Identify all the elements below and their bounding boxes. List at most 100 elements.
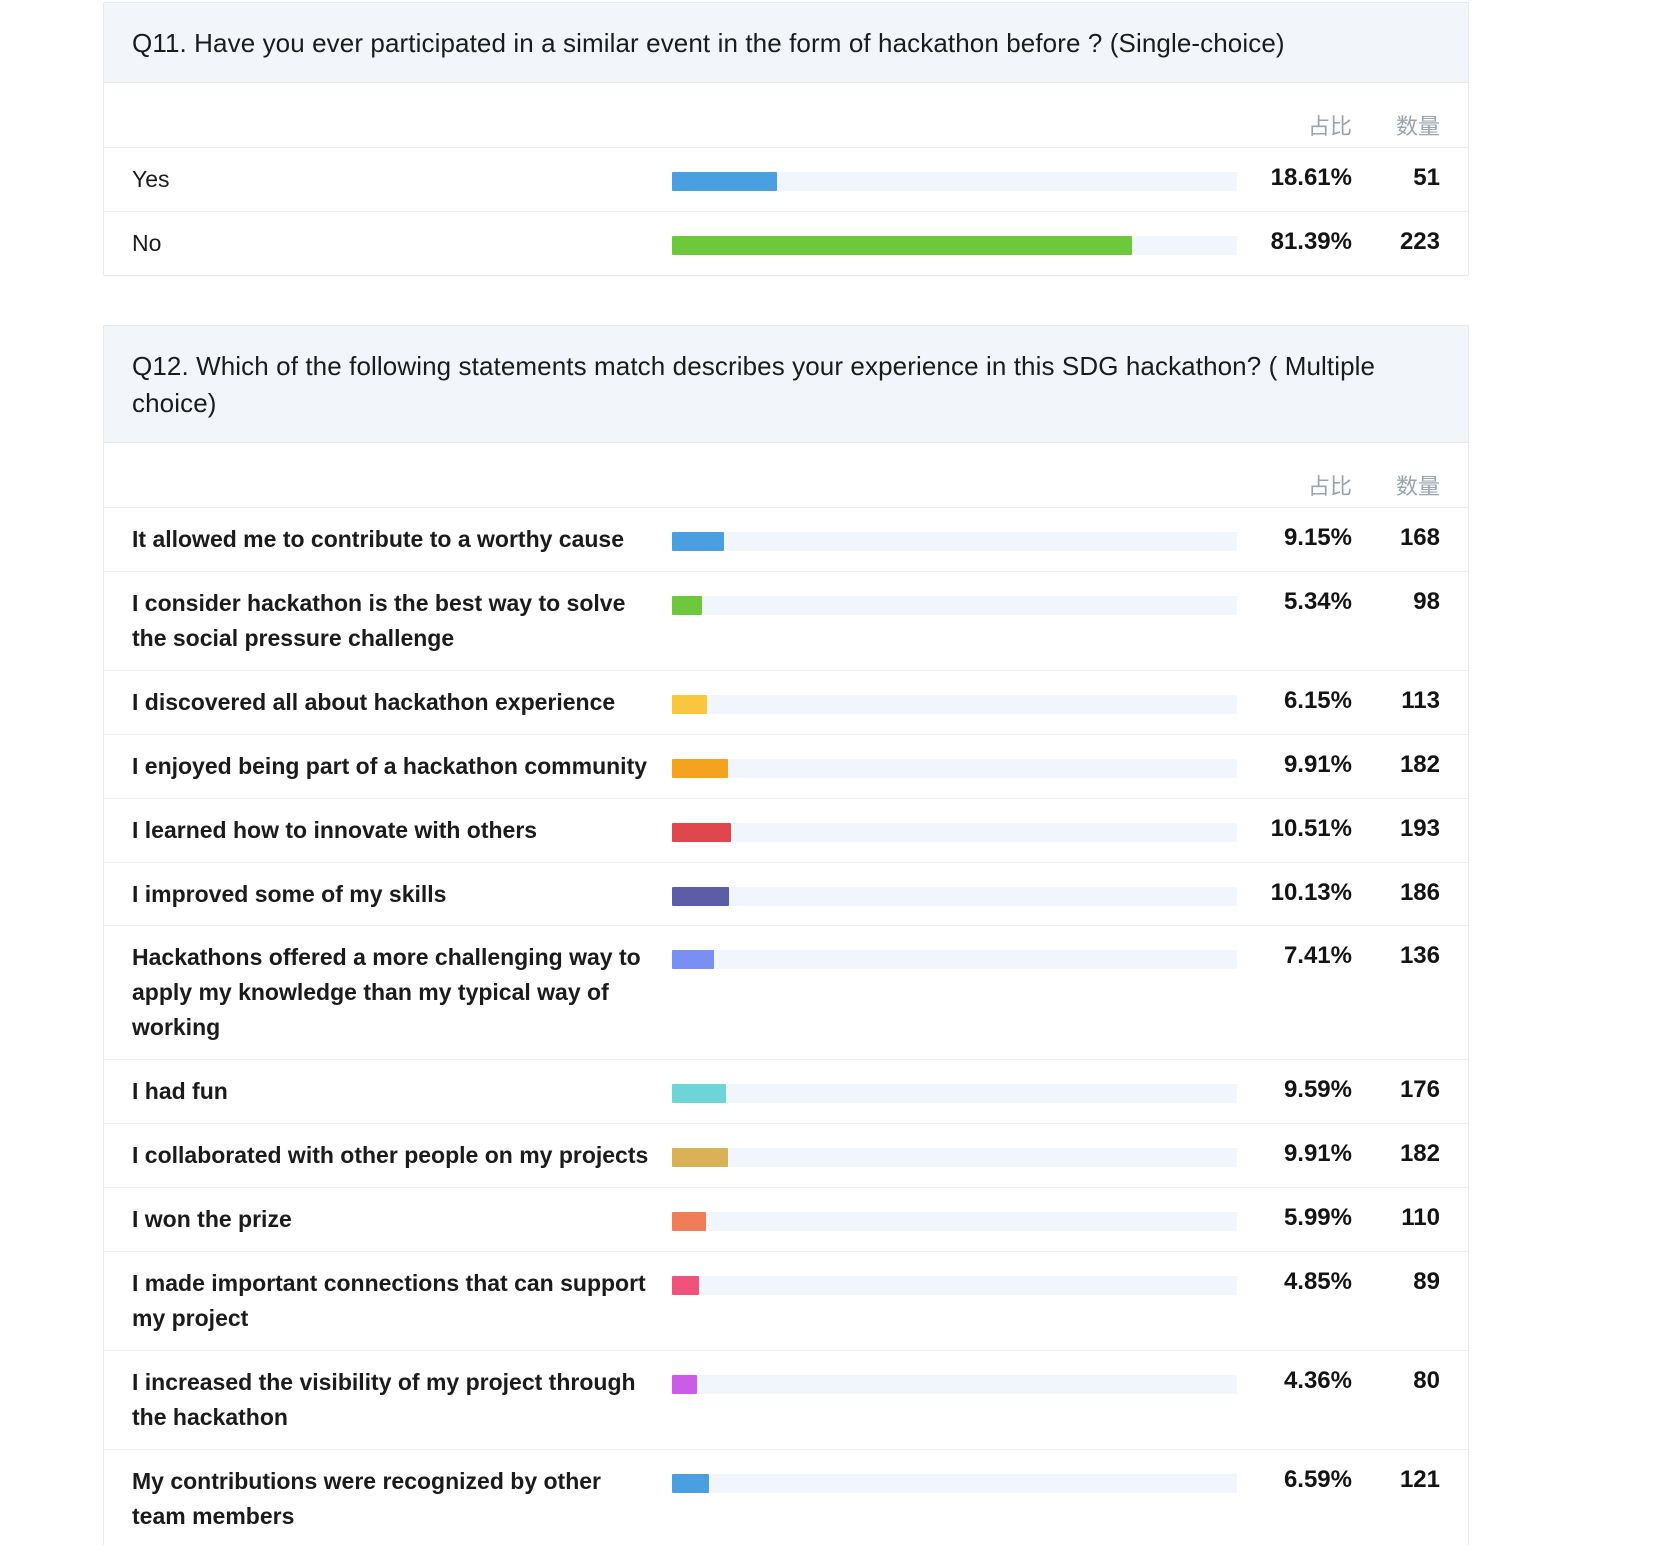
q11-title: Q11. Have you ever participated in a sim… (132, 28, 1285, 58)
row-count: 89 (1413, 1268, 1440, 1296)
q11-table: 占比 数量 Yes 18.61% 51 No 81.39% 223 (104, 83, 1468, 275)
row-bar-cell (672, 508, 1240, 571)
bar-fill (672, 758, 728, 778)
row-bar-cell (672, 1351, 1240, 1449)
row-bar-cell (672, 572, 1240, 670)
q11-rows: Yes 18.61% 51 No 81.39% 223 (104, 146, 1468, 275)
row-percent: 81.39% (1270, 227, 1352, 255)
bar-fill (672, 950, 714, 970)
bar-track (672, 1212, 1237, 1232)
row-percent: 18.61% (1270, 163, 1352, 191)
bar-track (672, 758, 1237, 778)
row-percent: 4.85% (1283, 1268, 1352, 1296)
row-bar-cell (672, 926, 1240, 1059)
q12-header: Q12. Which of the following statements m… (104, 326, 1468, 443)
row-bar-cell (672, 1124, 1240, 1187)
row-percent: 6.15% (1283, 686, 1352, 714)
row-bar-cell (672, 148, 1240, 211)
table-row: I enjoyed being part of a hackathon comm… (104, 733, 1468, 798)
row-bar-cell (672, 1252, 1240, 1350)
bar-track (672, 1276, 1237, 1296)
row-label: Hackathons offered a more challenging wa… (132, 944, 641, 1041)
row-count: 51 (1413, 163, 1440, 191)
bar-fill (672, 595, 703, 615)
row-label: My contributions were recognized by othe… (132, 1468, 602, 1529)
bar-track (672, 1148, 1237, 1168)
bar-track (672, 531, 1237, 551)
q12-title: Q12. Which of the following statements m… (132, 351, 1376, 418)
row-count: 113 (1401, 686, 1440, 714)
q12-percent-column-header: 占比 (1307, 473, 1352, 499)
row-count: 186 (1399, 878, 1440, 906)
table-row: I made important connections that can su… (104, 1251, 1468, 1350)
row-label: I made important connections that can su… (132, 1270, 646, 1332)
q11-header: Q11. Have you ever participated in a sim… (104, 3, 1468, 83)
bar-track (672, 595, 1237, 615)
bar-track (672, 886, 1237, 906)
row-label: I increased the visibility of my project… (132, 1369, 636, 1431)
row-bar-cell (672, 212, 1240, 275)
row-percent: 9.59% (1283, 1076, 1352, 1104)
bar-track (672, 235, 1237, 255)
bar-track (672, 171, 1237, 191)
row-count: 98 (1413, 587, 1440, 615)
row-label: I improved some of my skills (132, 880, 447, 907)
table-row: No 81.39% 223 (104, 210, 1468, 275)
bar-track (672, 1084, 1237, 1104)
bar-fill (672, 1474, 710, 1494)
row-label: I collaborated with other people on my p… (132, 1142, 649, 1169)
row-bar-cell (672, 863, 1240, 926)
q12-rows: It allowed me to contribute to a worthy … (104, 506, 1468, 1545)
q12-table: 占比 数量 It allowed me to contribute to a w… (104, 443, 1468, 1545)
bar-fill (672, 1212, 706, 1232)
row-percent: 10.13% (1270, 878, 1352, 906)
row-count: 136 (1399, 942, 1440, 970)
bar-fill (672, 531, 724, 551)
q11-count-column-header: 数量 (1395, 113, 1440, 139)
question-card-q11: Q11. Have you ever participated in a sim… (103, 2, 1469, 276)
row-label: It allowed me to contribute to a worthy … (132, 525, 625, 552)
row-label: I discovered all about hackathon experie… (132, 688, 616, 715)
table-row: I increased the visibility of my project… (104, 1350, 1468, 1449)
row-label: Yes (132, 165, 170, 192)
row-count: 182 (1399, 1140, 1440, 1168)
row-percent: 4.36% (1283, 1367, 1352, 1395)
row-bar-cell (672, 799, 1240, 862)
row-bar-cell (672, 1060, 1240, 1123)
row-label: I enjoyed being part of a hackathon comm… (132, 752, 648, 779)
row-count: 168 (1399, 523, 1440, 551)
row-count: 110 (1401, 1204, 1440, 1232)
row-count: 182 (1399, 750, 1440, 778)
q12-count-column-header: 数量 (1395, 473, 1440, 499)
row-percent: 9.15% (1283, 523, 1352, 551)
row-percent: 6.59% (1283, 1466, 1352, 1494)
row-percent: 7.41% (1283, 942, 1352, 970)
q11-percent-column-header: 占比 (1307, 113, 1352, 139)
bar-fill (672, 1148, 728, 1168)
table-row: I discovered all about hackathon experie… (104, 669, 1468, 734)
bar-fill (672, 1084, 727, 1104)
bar-track (672, 694, 1237, 714)
row-count: 176 (1399, 1076, 1440, 1104)
bar-fill (672, 822, 732, 842)
q11-column-headers: 占比 数量 (104, 83, 1468, 147)
row-percent: 9.91% (1283, 750, 1352, 778)
bar-fill (672, 694, 707, 714)
bar-fill (672, 1375, 697, 1395)
table-row: Hackathons offered a more challenging wa… (104, 925, 1468, 1059)
row-label: I learned how to innovate with others (132, 816, 538, 843)
table-row: I collaborated with other people on my p… (104, 1123, 1468, 1187)
row-percent: 5.34% (1283, 587, 1352, 615)
row-percent: 9.91% (1283, 1140, 1352, 1168)
row-count: 193 (1399, 814, 1440, 842)
row-bar-cell (672, 671, 1240, 734)
bar-track (672, 950, 1237, 970)
table-row: I won the prize 5.99% 110 (104, 1187, 1468, 1251)
row-percent: 10.51% (1270, 814, 1352, 842)
row-label: I had fun (132, 1078, 228, 1105)
bar-track (672, 822, 1237, 842)
row-count: 223 (1399, 227, 1440, 255)
table-row: I consider hackathon is the best way to … (104, 570, 1468, 670)
table-row: Yes 18.61% 51 (104, 146, 1468, 211)
